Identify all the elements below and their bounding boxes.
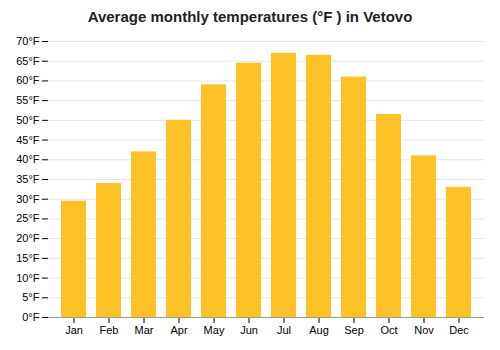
svg-text:35°F: 35°F <box>16 173 40 185</box>
svg-text:May: May <box>204 324 225 336</box>
svg-text:50°F: 50°F <box>16 114 40 126</box>
svg-text:Sep: Sep <box>344 324 364 336</box>
svg-text:15°F: 15°F <box>16 252 40 264</box>
svg-text:Feb: Feb <box>100 324 119 336</box>
svg-text:55°F: 55°F <box>16 94 40 106</box>
svg-text:45°F: 45°F <box>16 134 40 146</box>
svg-text:Jan: Jan <box>65 324 83 336</box>
svg-text:40°F: 40°F <box>16 153 40 165</box>
svg-text:Aug: Aug <box>309 324 329 336</box>
svg-text:0°F: 0°F <box>22 311 40 323</box>
html-text:Average monthly temperatures (: Average monthly temperatures (°F ) in Ve… <box>87 8 413 25</box>
svg-text:Mar: Mar <box>135 324 154 336</box>
svg-text:60°F: 60°F <box>16 74 40 86</box>
svg-text:Jul: Jul <box>277 324 291 336</box>
svg-text:Dec: Dec <box>449 324 469 336</box>
svg-text:70°F: 70°F <box>16 35 40 47</box>
svg-text:5°F: 5°F <box>22 291 40 303</box>
svg-text:10°F: 10°F <box>16 272 40 284</box>
svg-text:20°F: 20°F <box>16 232 40 244</box>
svg-text:30°F: 30°F <box>16 193 40 205</box>
svg-text:Nov: Nov <box>414 324 434 336</box>
svg-text:65°F: 65°F <box>16 55 40 67</box>
svg-text:Apr: Apr <box>170 324 187 336</box>
svg-text:25°F: 25°F <box>16 212 40 224</box>
svg-text:Oct: Oct <box>380 324 397 336</box>
svg-text:Jun: Jun <box>240 324 258 336</box>
